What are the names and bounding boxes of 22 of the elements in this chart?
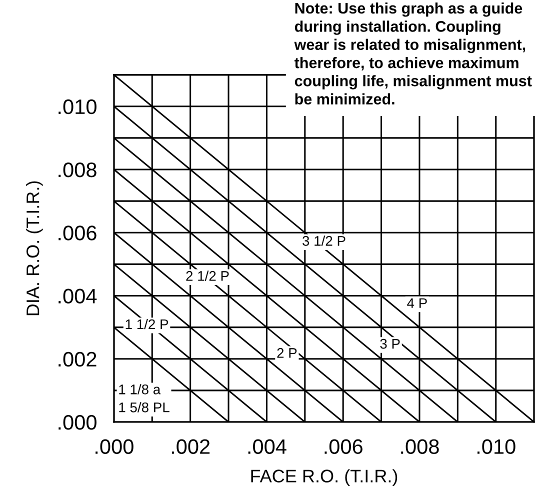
y-axis-title: DIA. R.O. (T.I.R.) — [26, 181, 43, 316]
annotation: 1 1/2 P — [126, 318, 168, 330]
y-tick-label: .002 — [58, 352, 96, 367]
x-tick-label: .006 — [324, 439, 362, 454]
annotation: 1 1/8 a 1 5/8 PL — [119, 384, 170, 412]
x-tick-label: .002 — [172, 439, 210, 454]
x-tick-label: .004 — [248, 439, 286, 454]
y-tick-label: .004 — [58, 288, 97, 304]
y-tick-label: .006 — [58, 226, 96, 240]
annotation: 3 P — [380, 338, 400, 349]
x-tick-label: .008 — [401, 439, 439, 454]
annotation: 2 1/2 P — [186, 270, 229, 281]
annotation: 3 1/2 P — [302, 236, 346, 246]
x-axis-title: FACE R.O. (T.I.R.) — [251, 469, 398, 486]
annotation: 4 P — [407, 298, 427, 308]
x-tick-label: .010 — [477, 439, 516, 454]
x-tick-label: .000 — [96, 439, 134, 454]
annotation: 2 P — [277, 348, 297, 358]
y-tick-label: .008 — [58, 162, 96, 178]
annotation: Note: Use this graph as a guide during installation. Coupling wear is related to misalignment, therefore, to achieve maximum coupling life, misalignment must be minimized. — [294, 2, 532, 105]
y-tick-label: .010 — [58, 99, 96, 114]
y-tick-label: .000 — [58, 415, 96, 430]
